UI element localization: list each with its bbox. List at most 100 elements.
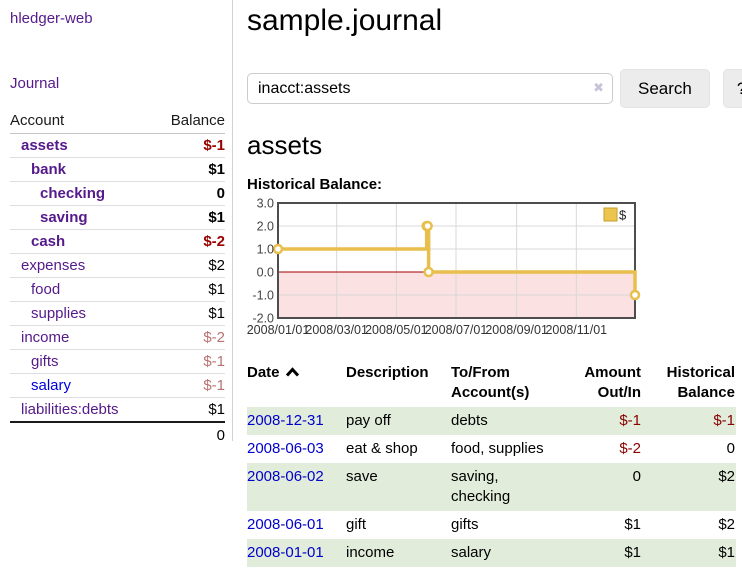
- account-row: expenses $2: [10, 253, 225, 278]
- account-balance: 0: [153, 181, 225, 206]
- account-row: cash $-2: [10, 229, 225, 254]
- account-balance: $1: [153, 277, 225, 302]
- transaction-balance: $-1: [641, 407, 736, 435]
- x-axis-tick-label: 2008/01/01: [247, 323, 310, 337]
- register-row: 2008-01-01 income salary $1 $1: [247, 539, 736, 567]
- account-balance: $1: [153, 205, 225, 230]
- transaction-accounts: food, supplies: [451, 440, 544, 457]
- sidebar-account-link[interactable]: supplies: [31, 305, 87, 322]
- transaction-amount: $1: [561, 539, 641, 567]
- app-layout: hledger-web Journal Account Balance asse…: [10, 0, 742, 567]
- historical-balance-chart: $3.0 2.0 1.0 0.0 -1.0 -2.0 2008/01/01 2008/03/0…: [247, 197, 728, 341]
- y-axis-tick-label: -1.0: [252, 289, 274, 303]
- account-balance: $-1: [153, 349, 225, 374]
- accounts-header-row: Account Balance: [10, 109, 225, 134]
- account-column-header: Account: [10, 109, 154, 134]
- legend-swatch: [603, 207, 618, 222]
- register-column-header[interactable]: Date: [247, 359, 346, 407]
- account-row: assets $-1: [10, 133, 225, 158]
- transaction-description: eat & shop: [346, 440, 418, 457]
- account-row: bank $1: [10, 157, 225, 182]
- y-axis-tick-label: 3.0: [257, 197, 274, 211]
- accounts-table: Account Balance assets $-1 bank $1 checking 0…: [10, 109, 225, 447]
- transaction-amount: $-2: [619, 440, 641, 457]
- account-row: saving $1: [10, 205, 225, 230]
- transaction-date-link[interactable]: 2008-06-01: [247, 516, 324, 533]
- account-balance: $-1: [153, 133, 225, 158]
- plot-border: [277, 202, 636, 319]
- y-axis-tick-label: 0.0: [257, 266, 274, 280]
- sidebar-account-link[interactable]: cash: [31, 233, 66, 250]
- sort-ascending-icon: [285, 367, 299, 377]
- brand-link[interactable]: hledger-web: [10, 10, 93, 27]
- transaction-amount: 0: [561, 463, 641, 511]
- sidebar-account-link[interactable]: food: [31, 281, 61, 298]
- transaction-accounts: salary: [451, 539, 561, 567]
- register-column-header: Historical Balance: [666, 364, 735, 401]
- register-header-row: Date Description To/From Account(s) Amount …: [247, 359, 736, 407]
- sidebar-account-link[interactable]: salary: [31, 377, 72, 394]
- transaction-accounts: debts: [451, 407, 561, 435]
- account-balance: $-2: [153, 229, 225, 254]
- data-point-marker: [272, 243, 284, 255]
- transaction-description: save: [346, 463, 451, 511]
- sidebar-nav: Journal: [10, 75, 225, 93]
- search-input[interactable]: [247, 73, 613, 104]
- register-row: 2008-06-02 save saving, checking 0 $2: [247, 463, 736, 511]
- account-balance: $-2: [153, 325, 225, 350]
- x-axis-tick-label: 2008/03/01: [305, 323, 368, 337]
- transaction-balance: $1: [641, 539, 736, 567]
- sidebar-account-link[interactable]: checking: [40, 185, 106, 202]
- transaction-balance: $2: [641, 463, 736, 511]
- accounts-total-value: 0: [216, 427, 225, 444]
- data-point-marker: [423, 266, 434, 278]
- account-balance: $1: [153, 397, 225, 423]
- data-point-marker: [422, 220, 433, 232]
- account-balance: $1: [153, 301, 225, 326]
- account-row: income $-2: [10, 325, 225, 350]
- account-row: gifts $-1: [10, 349, 225, 374]
- register-column-header: Amount Out/In: [584, 364, 641, 401]
- transaction-balance: $2: [718, 516, 735, 533]
- search-button[interactable]: Search: [620, 69, 710, 108]
- sidebar-account-link[interactable]: gifts: [31, 353, 59, 370]
- register-column-header: Description: [346, 364, 429, 381]
- y-axis-tick-label: 1.0: [257, 243, 274, 257]
- sidebar-account-link[interactable]: liabilities:debts: [21, 401, 119, 418]
- balance-column-header: Balance: [153, 109, 225, 134]
- transaction-description: pay off: [346, 407, 451, 435]
- account-balance: $1: [153, 157, 225, 182]
- data-point-marker: [629, 289, 641, 301]
- register-row: 2008-06-03 eat & shop food, supplies $-2 0: [247, 435, 736, 463]
- y-axis-tick-label: -2.0: [252, 312, 274, 326]
- help-button[interactable]: ?: [722, 69, 742, 108]
- transaction-amount: $1: [624, 516, 641, 533]
- transaction-description: gift: [346, 516, 367, 533]
- account-row: liabilities:debts $1: [10, 397, 225, 423]
- sidebar-account-link[interactable]: saving: [40, 209, 88, 226]
- account-balance: $-1: [153, 373, 225, 398]
- register-row: 2008-12-31 pay off debts $-1 $-1: [247, 407, 736, 435]
- main-content: sample.journal ✖ Search ? assets Histori…: [233, 0, 742, 567]
- sidebar-account-link[interactable]: income: [21, 329, 70, 346]
- nav-journal-link[interactable]: Journal: [10, 75, 60, 92]
- sidebar-account-link[interactable]: bank: [31, 161, 67, 178]
- search-input-wrap: ✖: [247, 73, 613, 104]
- sidebar-account-link[interactable]: assets: [21, 137, 68, 154]
- sidebar-account-link[interactable]: expenses: [21, 257, 86, 274]
- brand: hledger-web: [10, 10, 225, 28]
- legend-label: $: [619, 208, 627, 223]
- balance-chart-svg: $3.0 2.0 1.0 0.0 -1.0 -2.02008/01/012008/03/0…: [247, 197, 641, 337]
- transaction-date-link[interactable]: 2008-06-03: [247, 440, 324, 457]
- account-balance: $2: [153, 253, 225, 278]
- register-column-header: To/From Account(s): [451, 364, 530, 401]
- clear-search-icon[interactable]: ✖: [593, 80, 604, 95]
- y-axis-tick-label: 2.0: [257, 220, 274, 234]
- search-form: ✖ Search ?: [247, 69, 742, 108]
- chart-heading: Historical Balance:: [247, 176, 383, 193]
- transaction-date-link[interactable]: 2008-12-31: [247, 412, 324, 429]
- register-table: Date Description To/From Account(s) Amount …: [247, 359, 736, 567]
- transaction-date-link[interactable]: 2008-06-02: [247, 468, 324, 485]
- transaction-date-link[interactable]: 2008-01-01: [247, 544, 324, 561]
- account-row: salary $-1: [10, 373, 225, 398]
